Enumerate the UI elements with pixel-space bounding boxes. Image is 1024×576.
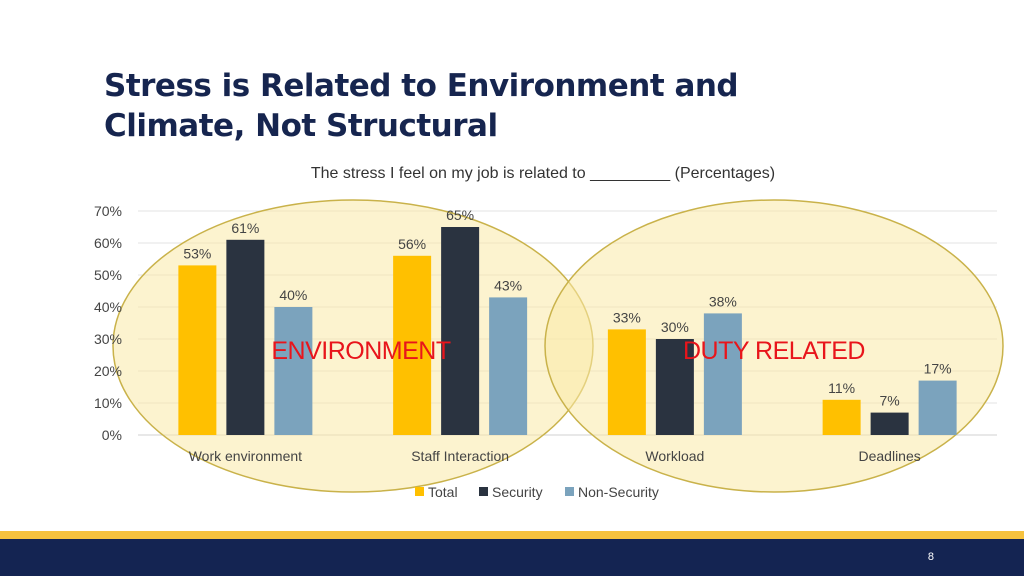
y-tick-label: 60% — [94, 235, 122, 251]
bar-security-3 — [870, 412, 909, 435]
bar-value-label: 56% — [398, 236, 426, 252]
category-label: Work environment — [189, 448, 302, 464]
category-label: Deadlines — [858, 448, 920, 464]
legend-label: Non-Security — [578, 484, 659, 500]
category-label: Staff Interaction — [411, 448, 509, 464]
bar-security-0 — [226, 239, 265, 435]
bar-security-2 — [655, 339, 694, 435]
bar-security-1 — [441, 227, 480, 435]
bar-non-security-1 — [489, 297, 528, 435]
y-axis-ticks: 0% 10% 20% 30% 40% 50% 60% 70% — [94, 203, 122, 443]
bar-non-security-3 — [918, 380, 957, 435]
legend-label: Security — [492, 484, 543, 500]
bar-value-label: 40% — [279, 287, 307, 303]
legend-label: Total — [428, 484, 458, 500]
bar-total-0 — [178, 265, 217, 435]
y-tick-label: 10% — [94, 395, 122, 411]
bar-value-label: 61% — [231, 220, 259, 236]
y-tick-label: 0% — [102, 427, 122, 443]
y-tick-label: 50% — [94, 267, 122, 283]
bar-value-label: 7% — [880, 393, 900, 409]
legend-swatch — [479, 487, 488, 496]
bar-value-label: 53% — [183, 245, 211, 261]
bars — [178, 227, 957, 435]
footer-bar: 8 — [0, 539, 1024, 576]
bar-value-label: 17% — [924, 361, 952, 377]
y-tick-label: 40% — [94, 299, 122, 315]
slide-title-line-2: Climate, Not Structural — [104, 108, 498, 144]
slide-title-line-1: Stress is Related to Environment and — [104, 68, 739, 104]
bar-total-1 — [393, 255, 432, 435]
y-tick-label: 70% — [94, 203, 122, 219]
duty-related-callout: DUTY RELATED — [683, 337, 865, 365]
category-labels: Work environment Staff Interaction Workloa… — [189, 448, 921, 464]
bar-value-label: 65% — [446, 207, 474, 223]
bar-value-label: 33% — [613, 309, 641, 325]
bar-value-label: 11% — [828, 380, 855, 396]
bar-non-security-0 — [274, 307, 313, 435]
y-tick-label: 20% — [94, 363, 122, 379]
page-number: 8 — [927, 551, 934, 563]
slide-title: Stress is Related to Environment and Cli… — [104, 66, 739, 146]
bar-value-label: 30% — [661, 319, 689, 335]
y-tick-label: 30% — [94, 331, 122, 347]
bar-total-2 — [607, 329, 646, 435]
footer-accent-stripe — [0, 531, 1024, 539]
chart-title: The stress I feel on my job is related t… — [311, 165, 775, 182]
bar-value-label: 43% — [494, 277, 522, 293]
bar-total-3 — [822, 399, 861, 435]
bar-chart: The stress I feel on my job is related t… — [94, 165, 1004, 500]
value-labels: 53% 61% 40% 56% 65% 43% 33% 30% 38% 11% 7% 17% — [183, 207, 951, 409]
legend: Total Security Non-Security — [415, 484, 659, 500]
bar-non-security-2 — [703, 313, 742, 435]
legend-swatch — [415, 487, 424, 496]
legend-swatch — [565, 487, 574, 496]
environment-callout: ENVIRONMENT — [271, 337, 450, 365]
bar-value-label: 38% — [709, 293, 737, 309]
category-label: Workload — [645, 448, 704, 464]
